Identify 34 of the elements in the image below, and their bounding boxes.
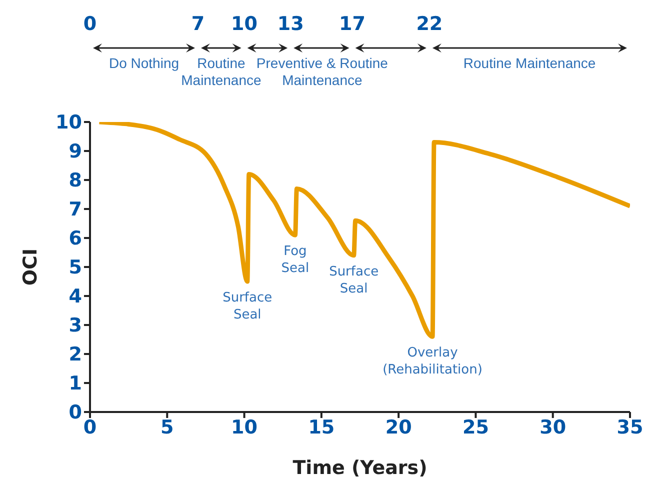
x2-tick-label: 0 (83, 13, 97, 35)
y-tick-label: 5 (68, 256, 82, 279)
x2-tick-label: 13 (277, 13, 304, 35)
y-axis-title: OCI (20, 248, 42, 286)
x-tick-label: 30 (540, 416, 566, 438)
x2-tick-label: 10 (231, 13, 258, 35)
x2-tick-label: 22 (416, 13, 443, 35)
x-tick-label: 0 (83, 416, 97, 438)
y-tick-label: 0 (68, 402, 82, 424)
text: Routine Maintenance (463, 55, 596, 71)
x2-tick-label: 17 (339, 13, 366, 35)
y-tick-label: 3 (68, 314, 82, 337)
x-tick-label: 15 (308, 416, 335, 438)
y-tick-label: 4 (68, 286, 82, 308)
x-tick-label: 25 (462, 416, 489, 438)
y-tick-label: 10 (56, 112, 82, 134)
x-tick-label: 20 (385, 416, 412, 438)
x-tick-label: 10 (231, 416, 258, 438)
y-tick-label: 1 (68, 372, 82, 395)
annotation: Fog Seal (281, 244, 310, 276)
y-tick-label: 2 (68, 344, 82, 366)
text: Do Nothing (108, 55, 180, 71)
y-tick-label: 8 (68, 170, 82, 192)
annotation: Overlay (Rehabilitation) (382, 346, 482, 378)
y-tick-label: 7 (68, 198, 82, 221)
annotation: Surface Seal (222, 290, 272, 322)
x-tick-label: 5 (160, 416, 174, 438)
y-tick-label: 6 (68, 228, 82, 250)
x-axis-title: Time (Years) (292, 457, 428, 479)
line-series (97, 122, 630, 339)
x2-tick-label: 7 (191, 13, 205, 35)
x-tick-label: 35 (616, 416, 644, 438)
y-tick-label: 9 (68, 140, 82, 163)
annotation: Surface Seal (329, 264, 379, 296)
